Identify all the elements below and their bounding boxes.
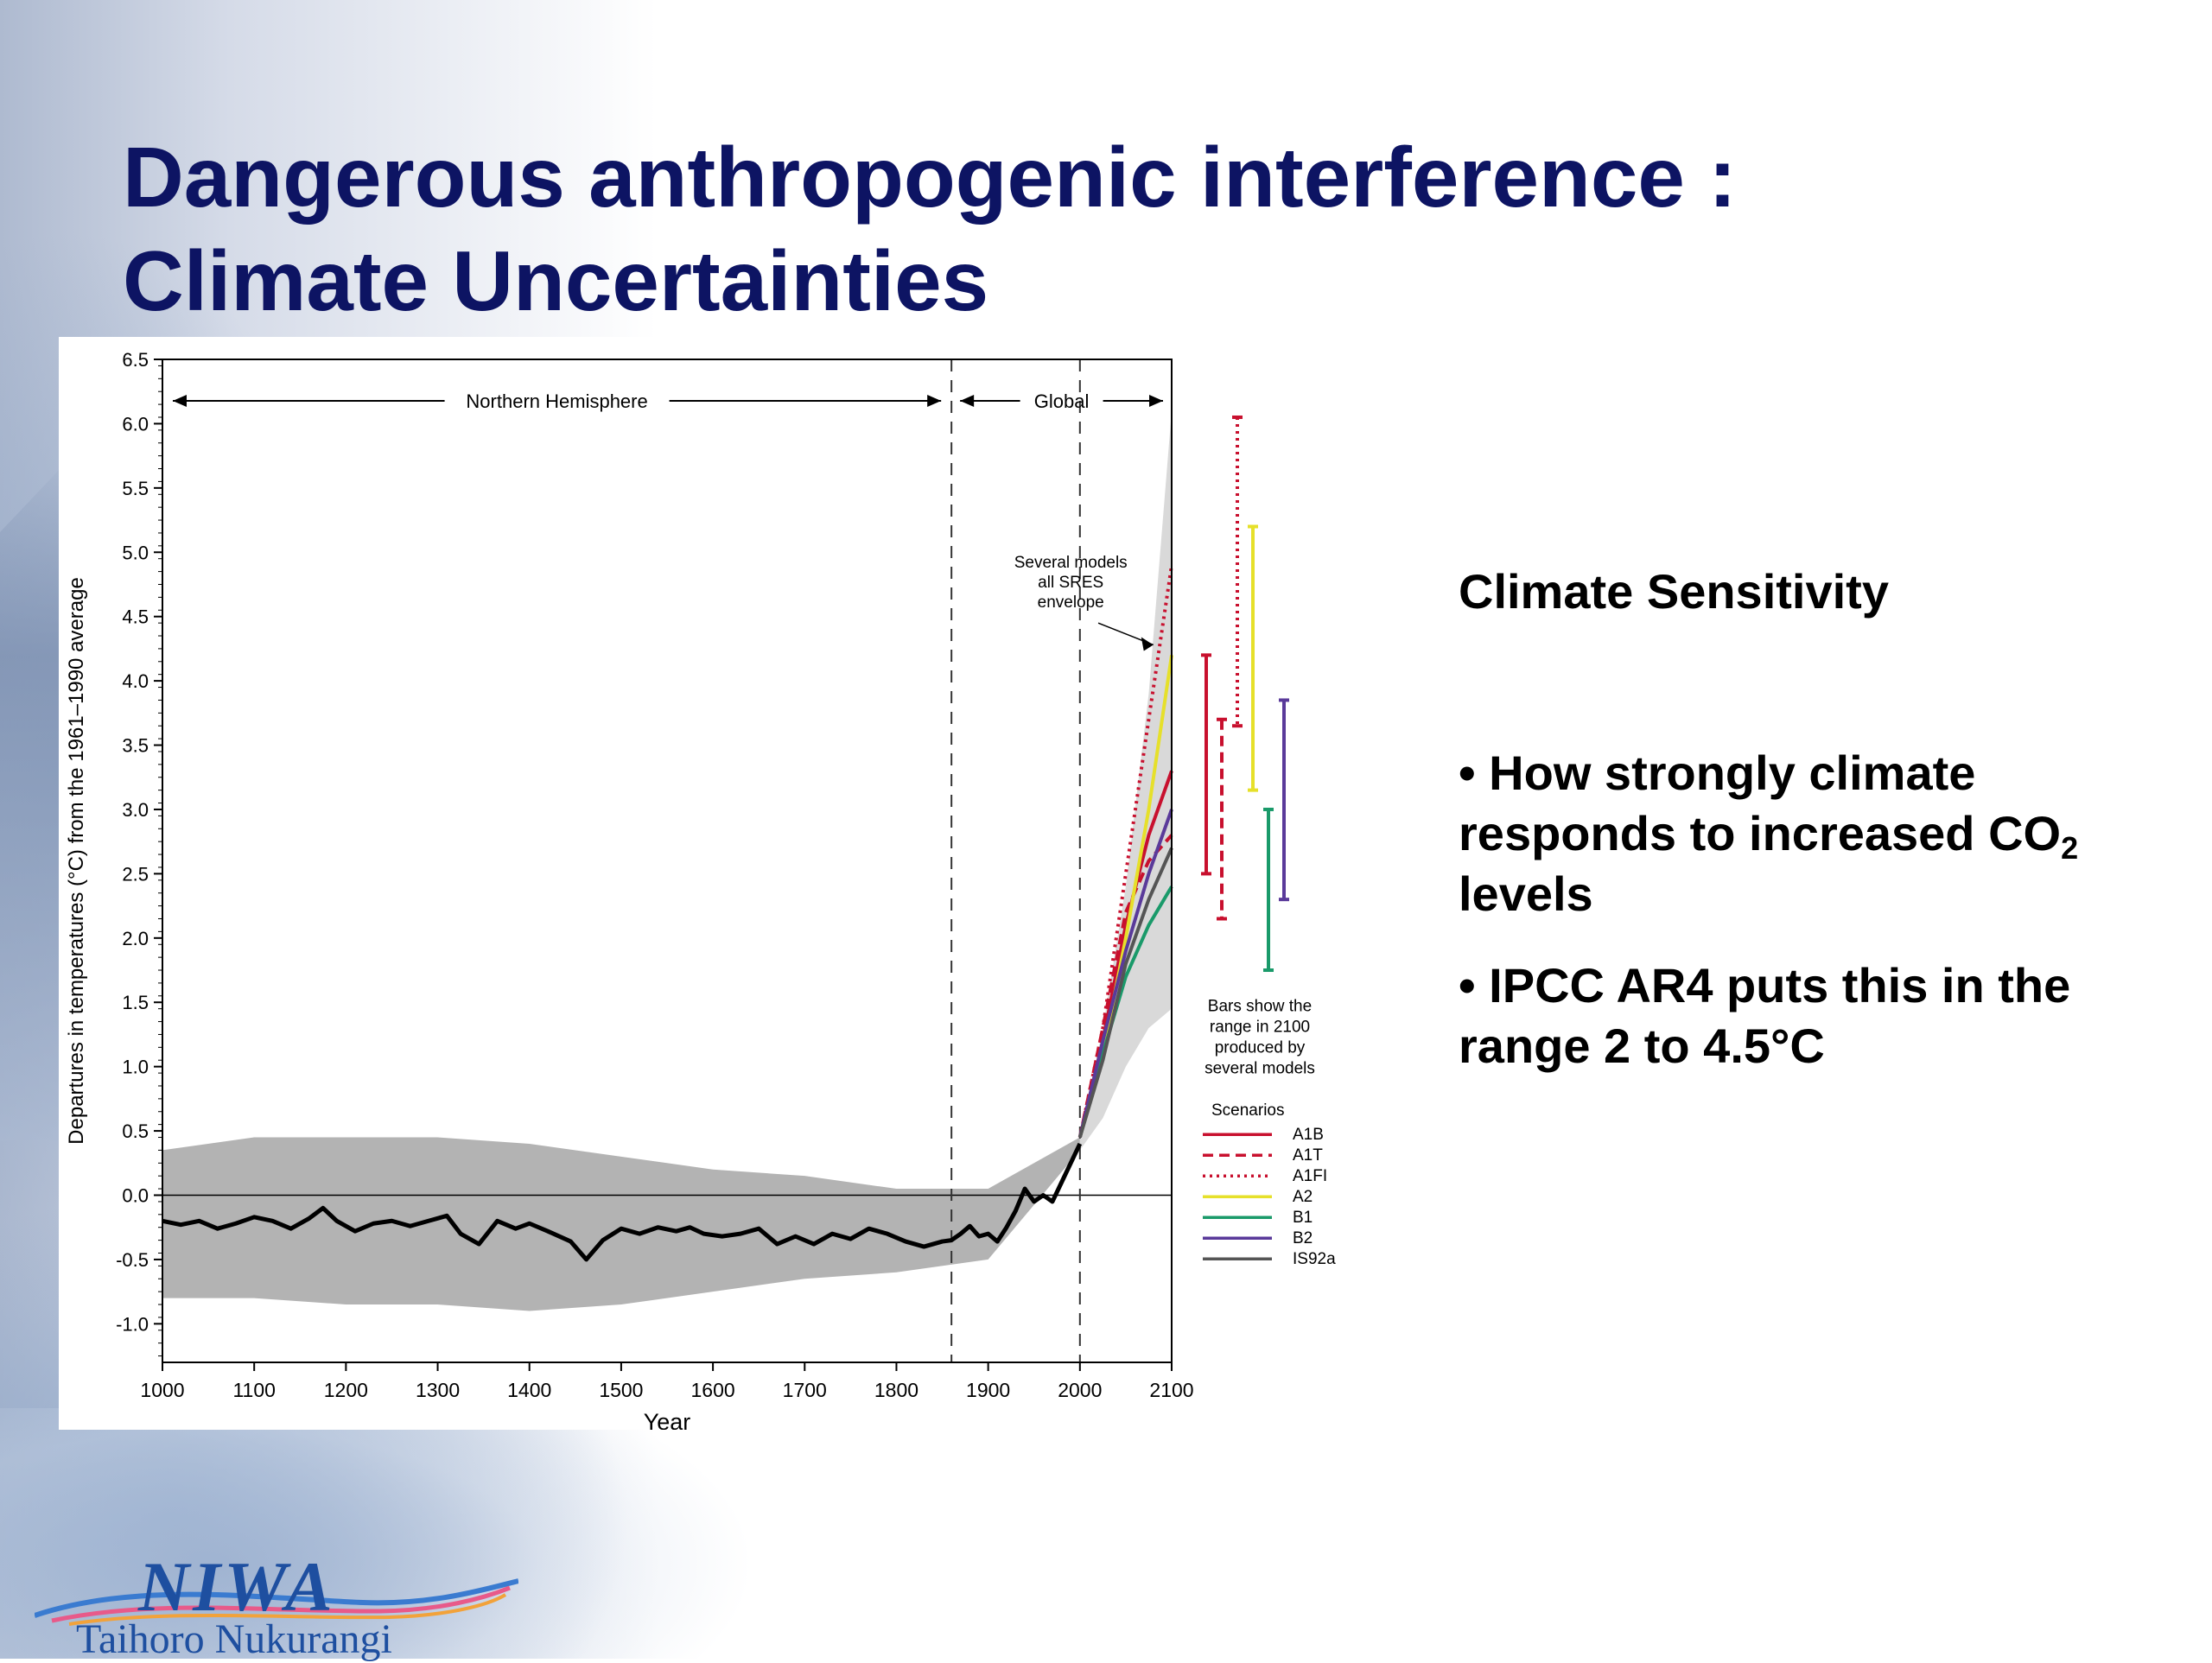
sidebar-heading: Climate Sensitivity: [1459, 564, 1889, 619]
logo-wordmark: NIWA: [138, 1547, 336, 1626]
y-tick-label: 3.0: [122, 799, 149, 821]
plot-frame: [162, 359, 1173, 1363]
y-tick-label: 0.5: [122, 1120, 149, 1142]
y-tick-label: -0.5: [116, 1249, 149, 1271]
legend-label-is92a: IS92a: [1293, 1250, 1336, 1268]
bullet-ipcc-range: • IPCC AR4 puts this in the range 2 to 4…: [1459, 958, 2071, 1073]
chart-canvas: -1.0 -0.5 0.0 0.5 1.0 1.5 2.0 2.5 3.0 3.5 4.0 4.5 5.…: [65, 349, 1336, 1430]
nh-arrow-left-head: [173, 395, 187, 407]
annotation-envelope-arrowhead: [1141, 637, 1154, 651]
legend-label-b2: B2: [1293, 1229, 1313, 1247]
slide-title-line2: Climate Uncertainties: [123, 233, 989, 328]
y-tick-label: 2.0: [122, 928, 149, 949]
y-tick-label: 1.0: [122, 1057, 149, 1078]
x-tick-label: 1700: [783, 1379, 827, 1401]
x-tick-label: 1600: [691, 1379, 735, 1401]
y-tick-label: 4.5: [122, 606, 149, 628]
y-axis-title: Departures in temperatures (°C) from the…: [65, 577, 88, 1145]
legend-label-b1: B1: [1293, 1209, 1313, 1227]
annotation-envelope-line: Several models: [1014, 554, 1128, 572]
y-tick-label: 0.0: [122, 1185, 149, 1207]
bullet-climate-response-tail: levels: [1459, 866, 1593, 921]
x-tick-label: 2000: [1058, 1379, 1102, 1401]
x-tick-label: 1300: [416, 1379, 460, 1401]
nh-arrow-right-head: [927, 395, 942, 407]
y-tick-label: 6.0: [122, 413, 149, 435]
slide-title-line1: Dangerous anthropogenic interference :: [123, 130, 1737, 225]
y-tick-label: 2.5: [122, 863, 149, 885]
x-tick-label: 1100: [232, 1379, 275, 1401]
y-tick-label: -1.0: [116, 1313, 149, 1335]
x-tick-label: 1200: [324, 1379, 368, 1401]
y-tick-label: 6.5: [122, 349, 149, 371]
slide-title: Dangerous anthropogenic interference : C…: [123, 125, 2110, 333]
x-tick-label: 1000: [140, 1379, 184, 1401]
annotation-bars-line: Bars show the: [1208, 998, 1312, 1016]
region-label-northern-hemisphere: Northern Hemisphere: [466, 390, 647, 412]
annotation-bars-line: range in 2100: [1210, 1019, 1310, 1037]
x-tick-label: 1500: [599, 1379, 643, 1401]
uncertainty-band: [162, 1137, 1080, 1311]
series-b2: [1077, 809, 1173, 1138]
y-tick-label: 5.0: [122, 542, 149, 563]
legend-label-a1t: A1T: [1293, 1146, 1323, 1165]
y-tick-label: 3.5: [122, 735, 149, 757]
series-is92a: [1077, 847, 1173, 1139]
region-label-global: Global: [1034, 390, 1090, 412]
annotation-envelope-line: all SRES: [1038, 574, 1103, 592]
series-historical: [162, 1142, 1083, 1262]
x-tick-label: 1900: [966, 1379, 1010, 1401]
sres-envelope: [1079, 410, 1172, 1151]
logo-subtitle: Taihoro Nukurangi: [76, 1616, 392, 1662]
co2-subscript: 2: [2061, 830, 2079, 866]
x-tick-label: 1400: [507, 1379, 551, 1401]
bullet-climate-response: • How strongly climate responds to incre…: [1459, 743, 2167, 924]
global-arrow-right-head: [1149, 395, 1163, 407]
logo-swoosh-icon: [35, 1578, 518, 1626]
legend-label-a2: A2: [1293, 1188, 1313, 1206]
annotation-bars-line: produced by: [1215, 1039, 1306, 1057]
legend-label-a1fi: A1FI: [1293, 1167, 1327, 1185]
legend-title: Scenarios: [1211, 1101, 1285, 1120]
niwa-logo: NIWA Taihoro Nukurangi: [35, 1546, 518, 1662]
x-axis-title: Year: [644, 1409, 691, 1430]
legend-label-a1b: A1B: [1293, 1126, 1324, 1144]
y-tick-label: 5.5: [122, 478, 149, 499]
annotation-envelope-line: envelope: [1038, 593, 1104, 612]
bullet-climate-response-text: • How strongly climate responds to incre…: [1459, 746, 2062, 860]
sidebar-text: Climate Sensitivity • How strongly clima…: [1459, 562, 2167, 1108]
x-tick-label: 2100: [1149, 1379, 1193, 1401]
x-tick-label: 1800: [874, 1379, 918, 1401]
y-tick-label: 4.0: [122, 670, 149, 692]
annotation-bars-line: several models: [1205, 1060, 1315, 1078]
global-arrow-left-head: [960, 395, 975, 407]
temperature-chart: -1.0 -0.5 0.0 0.5 1.0 1.5 2.0 2.5 3.0 3.5 4.0 4.5 5.…: [59, 337, 1372, 1430]
y-tick-label: 1.5: [122, 992, 149, 1013]
